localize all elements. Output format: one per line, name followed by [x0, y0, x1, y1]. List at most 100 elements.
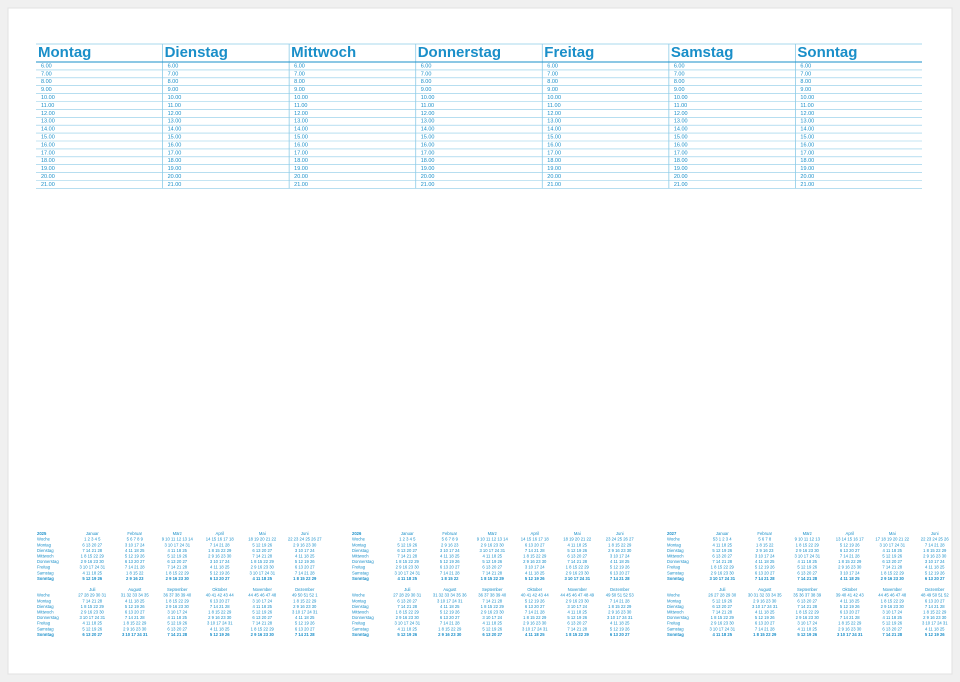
month-days: 4 11 18 25	[168, 615, 188, 620]
month-days: 3 10 17 24	[252, 598, 272, 603]
day-header: Donnerstag	[418, 44, 501, 61]
month-days: 4 11 18 25	[168, 548, 188, 553]
day-header: Freitag	[544, 44, 594, 61]
week-numbers: 13 14 15 16 17	[836, 537, 865, 542]
month-days: 3 10 17 24	[567, 604, 587, 609]
week-numbers: 14 15 16 17 18	[521, 537, 550, 542]
hour-label: 7.00	[421, 71, 432, 77]
hour-label: 14.00	[41, 127, 55, 133]
month-days: 6 13 20 27	[797, 598, 817, 603]
hour-label: 9.00	[674, 87, 685, 93]
hour-label: 18.00	[800, 158, 814, 164]
month-days: 5 12 19 26	[712, 598, 732, 603]
row-label: Samstag	[352, 570, 369, 575]
month-days: 2 9 16 23 30	[396, 565, 420, 570]
month-days: 4 11 18 25	[83, 570, 103, 575]
month-days: 5 12 19 26	[882, 621, 902, 626]
hour-label: 12.00	[168, 111, 182, 117]
year-calendars: 2025WocheMontagDienstagMittwochDonnersta…	[37, 531, 949, 637]
month-days: 4 11 18 25	[840, 598, 860, 603]
hour-label: 20.00	[294, 174, 308, 180]
hour-label: 13.00	[674, 119, 688, 125]
row-label: Sonntag	[37, 576, 54, 581]
month-days: 2 9 16 23 30	[608, 610, 632, 615]
row-label: Woche	[667, 537, 681, 542]
hour-label: 20.00	[674, 174, 688, 180]
month-days: 7 14 21 28	[840, 554, 860, 559]
hour-label: 18.00	[547, 158, 561, 164]
month-days: 2 9 16 23 30	[881, 576, 905, 581]
week-numbers: 36 37 38 39 40	[163, 593, 192, 598]
month-name: Januar	[401, 531, 414, 536]
month-days: 3 10 17 24	[210, 559, 230, 564]
hour-label: 7.00	[547, 71, 558, 77]
hour-label: 16.00	[294, 142, 308, 148]
month-name: Juli	[404, 587, 410, 592]
month-days: 2 9 16 23 30	[293, 604, 317, 609]
hour-label: 13.00	[168, 119, 182, 125]
month-days: 2 9 16 23 30	[881, 604, 905, 609]
week-numbers: 36 37 38 39 40	[478, 593, 507, 598]
month-days: 2 9 16 23 30	[566, 598, 590, 603]
week-numbers: 9 10 11 12 13 14	[477, 537, 509, 542]
week-numbers: 23 24 25 26 27	[606, 537, 635, 542]
hour-label: 17.00	[41, 150, 55, 156]
month-days: 2 9 16 23 30	[753, 598, 777, 603]
month-days: 6 13 20 27	[252, 548, 272, 553]
month-days: 5 12 19 26	[397, 632, 417, 637]
hour-label: 16.00	[168, 142, 182, 148]
month-days: 3 10 17 24 31	[79, 565, 105, 570]
month-name: Juli	[89, 587, 95, 592]
month-days: 5 12 19 26	[397, 542, 417, 547]
week-numbers: 1 2 3 4 5	[84, 537, 101, 542]
week-numbers: 40 41 42 43 44	[206, 593, 235, 598]
row-label: Sonntag	[352, 576, 369, 581]
month-days: 6 13 20 27	[567, 621, 587, 626]
month-days: 6 13 20 27	[755, 621, 775, 626]
week-numbers: 17 18 19 20 21 22	[875, 537, 909, 542]
month-days: 6 13 20 27	[82, 542, 102, 547]
month-days: 7 14 21 28	[125, 565, 145, 570]
month-days: 6 13 20 27	[925, 598, 945, 603]
month-days: 6 13 20 27	[482, 565, 502, 570]
month-days: 5 12 19 26	[840, 604, 860, 609]
hour-label: 16.00	[421, 142, 435, 148]
month-days: 4 11 18 25	[210, 565, 230, 570]
hour-label: 17.00	[800, 150, 814, 156]
hour-label: 6.00	[674, 63, 685, 69]
hour-label: 6.00	[800, 63, 811, 69]
month-days: 1 8 15 22 29	[251, 626, 275, 631]
month-days: 6 13 20 27	[925, 576, 945, 581]
day-header: Montag	[38, 44, 91, 61]
row-label: Montag	[37, 598, 52, 603]
month-days: 1 8 15 22 29	[81, 554, 105, 559]
month-days: 2 9 16 23	[126, 576, 144, 581]
month-name: März	[488, 531, 497, 536]
month-days: 6 13 20 27	[82, 632, 102, 637]
row-label: Freitag	[37, 621, 51, 626]
month-days: 4 11 18 25	[525, 570, 545, 575]
month-days: 7 14 21 28	[482, 598, 502, 603]
month-days: 1 8 15 22 29	[923, 610, 947, 615]
month-days: 7 14 21 28	[525, 610, 545, 615]
month-days: 3 10 17 24	[610, 554, 630, 559]
row-label: Dienstag	[37, 548, 54, 553]
month-days: 7 14 21 28	[482, 570, 502, 575]
month-days: 6 13 20 27	[210, 598, 230, 603]
hour-label: 15.00	[547, 135, 561, 141]
hour-label: 19.00	[800, 166, 814, 172]
week-numbers: 5 6 7 8	[758, 537, 771, 542]
month-days: 4 11 18 25	[440, 554, 460, 559]
month-days: 4 11 18 25	[125, 598, 145, 603]
hour-label: 6.00	[168, 63, 179, 69]
month-days: 5 12 19 26	[610, 565, 630, 570]
month-name: November	[883, 587, 903, 592]
hour-label: 17.00	[421, 150, 435, 156]
hour-label: 18.00	[674, 158, 688, 164]
week-numbers: 5 6 7 8 9	[127, 537, 144, 542]
week-numbers: 40 41 42 43 44	[521, 593, 550, 598]
month-days: 3 10 17 24	[295, 548, 315, 553]
month-days: 1 8 15 22 29	[481, 576, 505, 581]
row-label: Montag	[667, 598, 682, 603]
